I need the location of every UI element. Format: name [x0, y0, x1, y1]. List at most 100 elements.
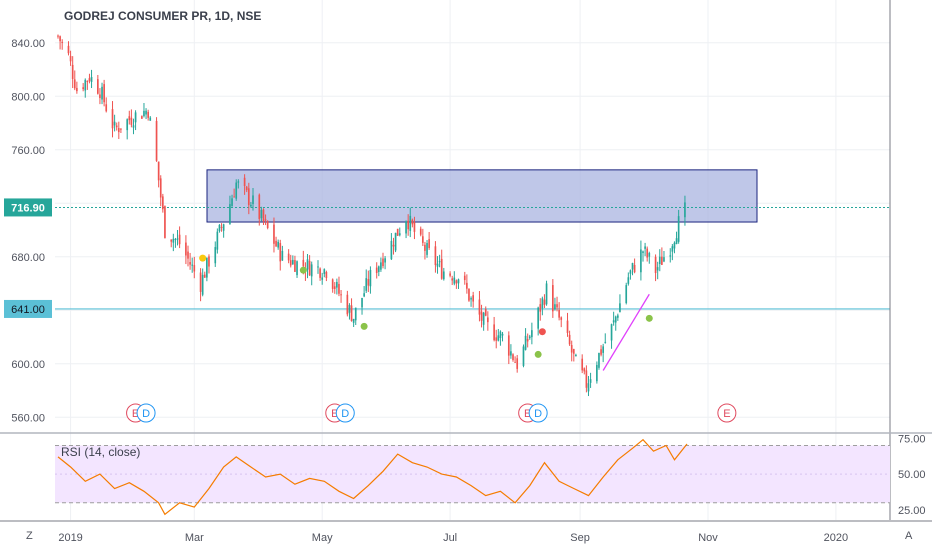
candle-body — [128, 116, 131, 121]
candle-body — [120, 128, 122, 130]
candle-body — [105, 104, 108, 112]
candle-body — [528, 336, 531, 339]
candle-body — [350, 305, 353, 322]
candle-body — [99, 94, 101, 99]
candle-body — [331, 279, 334, 289]
candle-body — [512, 354, 514, 361]
candle-body — [306, 259, 309, 270]
x-tick-label: May — [312, 532, 333, 544]
candle-body — [587, 383, 590, 392]
candle-body — [281, 250, 284, 261]
x-tick-label: Nov — [698, 532, 718, 544]
candle-body — [84, 79, 87, 91]
candle-body — [585, 370, 588, 388]
signal-marker — [645, 314, 653, 322]
candle-body — [191, 264, 194, 266]
rsi-tick-label: 75.00 — [898, 433, 926, 445]
event-bubble — [335, 403, 355, 423]
support-price-text: 641.00 — [11, 304, 45, 316]
candle-body — [497, 335, 500, 341]
candle-body — [220, 226, 223, 228]
candle-body — [466, 282, 468, 289]
candle-body — [172, 238, 175, 243]
event-label: E — [331, 408, 338, 420]
candle-body — [159, 178, 162, 198]
candle-body — [405, 221, 407, 234]
candle-body — [206, 257, 208, 278]
event-label: D — [341, 408, 349, 420]
candle-body — [319, 268, 321, 278]
candle-body — [245, 186, 248, 191]
candle-body — [164, 206, 166, 238]
candle-body — [631, 263, 634, 270]
candle-body — [463, 275, 466, 281]
auto-scale-button[interactable]: Z — [26, 530, 33, 542]
candle-body — [629, 270, 632, 274]
candle-body — [684, 202, 686, 218]
candle-body — [57, 35, 59, 37]
candle-body — [398, 233, 401, 236]
candle-body — [289, 260, 292, 266]
candle-body — [76, 87, 78, 92]
candle-body — [537, 307, 539, 329]
candle-body — [260, 209, 263, 219]
candle-body — [543, 299, 546, 305]
candle-body — [558, 309, 560, 318]
candle-body — [656, 267, 659, 271]
x-tick-label: Jul — [443, 532, 457, 544]
signal-marker — [360, 322, 368, 330]
current-price-tag — [4, 198, 52, 217]
candle-body — [390, 240, 393, 260]
candle-body — [117, 128, 120, 133]
candle-body — [361, 297, 363, 308]
candle-body — [640, 249, 642, 273]
candle-body — [90, 76, 93, 82]
candle-body — [333, 286, 336, 289]
y-tick-label: 680.00 — [11, 252, 45, 264]
candle-body — [642, 251, 644, 253]
candle-body — [162, 196, 164, 210]
candle-body — [71, 64, 74, 79]
candle-body — [581, 358, 584, 371]
event-label: E — [524, 408, 531, 420]
candle-body — [103, 84, 105, 103]
signal-marker — [538, 328, 546, 336]
candle-body — [428, 239, 430, 248]
candle-body — [310, 264, 313, 277]
auto-scale-axis-button[interactable]: A — [905, 530, 913, 542]
candle-body — [434, 246, 437, 266]
candle-body — [247, 188, 250, 206]
candle-body — [627, 277, 630, 284]
candle-body — [176, 238, 179, 240]
candle-body — [545, 283, 548, 305]
candle-body — [346, 294, 349, 315]
candle-body — [457, 279, 460, 284]
candle-body — [598, 352, 600, 368]
candle-body — [493, 324, 495, 341]
candle-body — [487, 317, 489, 323]
candle-body — [275, 240, 277, 247]
candle-body — [145, 110, 147, 115]
x-tick-label: Sep — [570, 532, 590, 544]
event-label: D — [142, 408, 150, 420]
candle-body — [363, 293, 365, 297]
candle-body — [472, 295, 474, 302]
candle-body — [671, 246, 674, 252]
candle-body — [541, 298, 544, 309]
rsi-tick-label: 50.00 — [898, 469, 926, 481]
current-price-text: 716.90 — [11, 202, 45, 214]
candle-body — [612, 320, 615, 323]
y-tick-label: 800.00 — [11, 91, 45, 103]
candle-body — [596, 364, 598, 382]
candle-body — [470, 298, 472, 300]
candle-body — [352, 318, 355, 323]
rsi-indicator-label[interactable]: RSI (14, close) — [61, 445, 141, 459]
candle-body — [568, 334, 571, 345]
candle-body — [218, 224, 221, 232]
candle-body — [302, 259, 305, 267]
candle-body — [554, 304, 556, 310]
candle-body — [602, 346, 604, 353]
candle-body — [600, 349, 602, 355]
candle-body — [155, 120, 158, 161]
